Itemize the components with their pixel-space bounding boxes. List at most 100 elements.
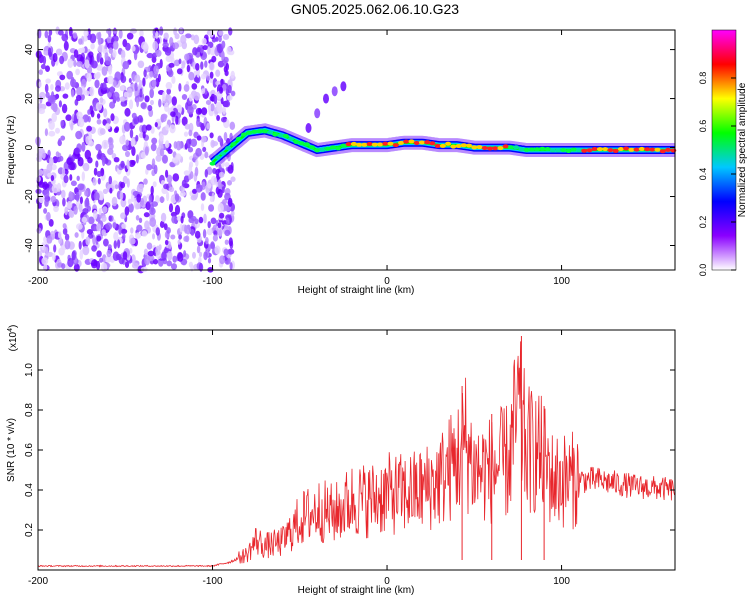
track-hotspot: [570, 147, 577, 152]
noise-speck: [70, 122, 74, 131]
noise-speck: [228, 237, 233, 247]
noise-speck: [229, 121, 236, 130]
noise-speck: [120, 198, 127, 208]
track-hotspot: [455, 144, 462, 148]
track-hotspot: [214, 155, 221, 160]
track-hotspot: [555, 148, 562, 153]
noise-speck: [133, 50, 138, 61]
noise-speck: [204, 151, 209, 159]
noise-speck: [118, 29, 123, 39]
noise-speck: [140, 102, 147, 109]
noise-speck: [42, 55, 47, 65]
noise-speck: [159, 220, 165, 228]
noise-speck: [98, 52, 102, 59]
noise-speck: [58, 231, 62, 239]
noise-speck: [118, 225, 122, 235]
noise-speck: [112, 49, 117, 58]
noise-speck: [120, 228, 128, 234]
noise-speck: [86, 229, 93, 235]
noise-speck: [190, 228, 195, 236]
snr-line: [37, 341, 675, 568]
track-hotspot: [293, 139, 300, 144]
noise-speck: [224, 229, 231, 237]
noise-speck: [55, 48, 63, 56]
noise-speck: [48, 120, 55, 130]
track-hotspot: [319, 147, 326, 152]
noise-speck: [105, 123, 111, 130]
noise-speck: [168, 203, 174, 213]
noise-speck: [210, 241, 215, 250]
noise-speck: [62, 223, 67, 229]
noise-speck: [38, 194, 45, 204]
y-tick-label: -40: [24, 238, 35, 253]
noise-speck: [161, 251, 167, 261]
noise-speck: [45, 246, 49, 257]
noise-speck: [41, 150, 46, 160]
noise-speck: [78, 240, 82, 250]
track-hotspot: [560, 148, 567, 152]
track-hotspot: [644, 147, 651, 152]
noise-speck: [102, 206, 108, 214]
noise-speck: [209, 45, 217, 56]
noise-speck: [174, 204, 181, 215]
noise-speck: [193, 34, 200, 45]
noise-speck: [207, 257, 212, 264]
x-tick-label: 0: [384, 576, 390, 587]
noise-speck: [126, 178, 130, 188]
noise-speck: [214, 245, 221, 255]
noise-speck: [37, 250, 42, 257]
noise-speck: [38, 54, 45, 64]
noise-speck: [168, 186, 175, 193]
branch-point: [331, 86, 338, 97]
noise-speck: [62, 93, 69, 99]
noise-speck: [213, 230, 218, 236]
noise-speck: [178, 58, 182, 65]
noise-speck: [86, 125, 92, 132]
noise-speck: [79, 249, 84, 260]
x-tick-label: 100: [553, 276, 570, 287]
noise-speck: [46, 211, 51, 222]
noise-speck: [201, 107, 208, 116]
noise-speck: [124, 121, 131, 132]
noise-speck: [221, 51, 225, 60]
snr-frame: [37, 329, 676, 571]
track-hotspot: [602, 147, 609, 152]
noise-speck: [208, 204, 215, 212]
y-tick-label: 0.6: [24, 443, 35, 457]
noise-speck: [157, 73, 161, 83]
noise-speck: [61, 167, 66, 176]
noise-speck: [43, 189, 50, 198]
noise-speck: [192, 188, 197, 194]
noise-speck: [95, 102, 103, 111]
track-hotspot: [523, 147, 530, 152]
noise-speck: [120, 160, 125, 168]
noise-speck: [55, 85, 61, 92]
noise-speck: [186, 64, 191, 73]
noise-speck: [162, 41, 169, 48]
track-hotspot: [518, 147, 525, 152]
noise-speck: [77, 156, 84, 167]
snr-scale-label: (x104): [7, 325, 19, 352]
noise-speck: [194, 230, 201, 239]
noise-speck: [166, 174, 173, 183]
noise-speck: [97, 149, 102, 159]
noise-speck: [112, 40, 119, 50]
noise-speck: [50, 195, 57, 203]
track-hotspot: [251, 129, 258, 134]
noise-speck: [47, 34, 52, 43]
colorbar-gradient: [711, 29, 737, 271]
noise-speck: [177, 239, 181, 245]
noise-speck: [129, 128, 134, 139]
noise-speck: [159, 196, 165, 203]
noise-speck: [71, 250, 76, 261]
noise-region: [35, 26, 236, 274]
track-hotspot: [361, 142, 368, 147]
noise-speck: [82, 162, 90, 172]
noise-speck: [99, 57, 104, 65]
noise-speck: [71, 154, 75, 162]
noise-speck: [120, 49, 126, 60]
noise-speck: [172, 255, 177, 263]
noise-speck: [230, 70, 235, 79]
track-hotspot: [392, 143, 399, 148]
